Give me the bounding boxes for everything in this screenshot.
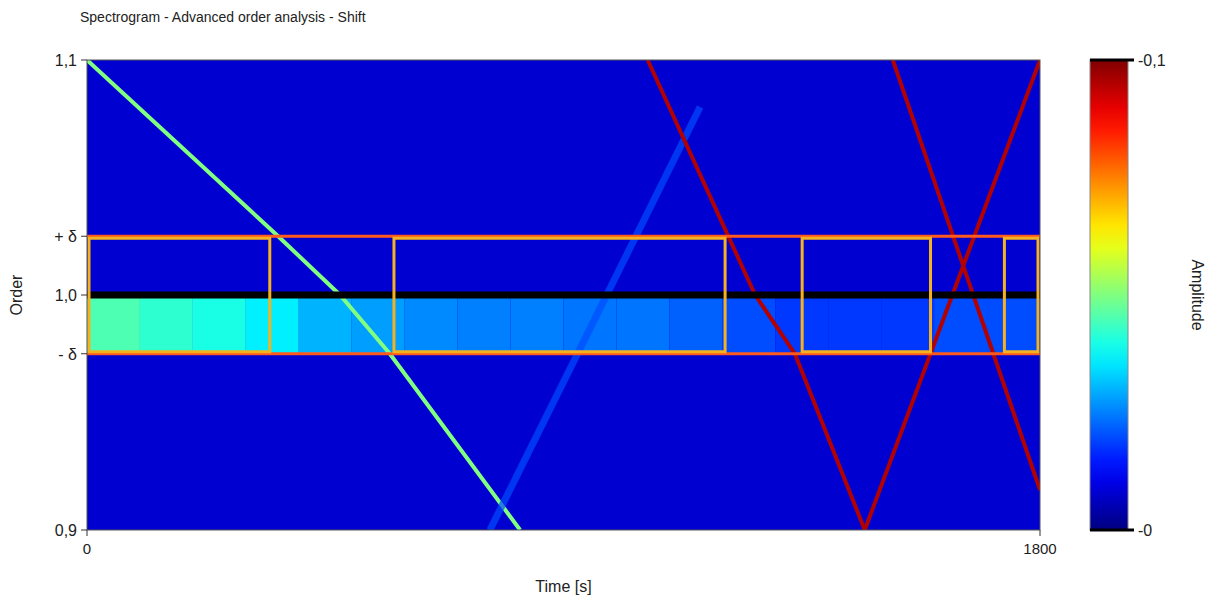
colorbar-tick-label: -0: [1138, 522, 1152, 539]
band-cell: [352, 295, 405, 354]
band-cell: [246, 295, 299, 354]
colorbar-tick-label: -0,1: [1138, 52, 1166, 69]
y-tick: [81, 530, 87, 531]
y-tick: [81, 295, 87, 296]
colorbar-tick: [1090, 529, 1134, 532]
analysis-window: [1004, 238, 1038, 352]
y-tick: [81, 236, 87, 237]
band-cell: [140, 295, 193, 354]
background: [87, 60, 1040, 530]
analysis-window: [394, 238, 725, 352]
y-axis-title: Order: [8, 274, 25, 316]
band-cell: [458, 295, 511, 354]
y-tick-label: 1,0: [55, 287, 77, 304]
band-cell: [669, 295, 722, 354]
band-cell: [616, 295, 669, 354]
reference-line: [87, 292, 1040, 299]
y-tick: [81, 353, 87, 354]
title: Spectrogram - Advanced order analysis - …: [80, 9, 366, 25]
band-cell: [511, 295, 564, 354]
y-tick-label: + δ: [54, 228, 77, 245]
x-tick: [87, 530, 88, 536]
order-track: [490, 107, 700, 530]
analysis-window: [89, 238, 270, 352]
x-tick-label: 0: [83, 540, 91, 557]
colorbar-tick: [1090, 59, 1134, 62]
band-cell: [87, 295, 140, 354]
analysis-window: [802, 238, 930, 352]
order-track: [893, 60, 1040, 490]
plot-frame: [87, 60, 1040, 530]
order-track-amplitude: [893, 60, 1040, 490]
band-cell: [987, 295, 1040, 354]
x-axis-title: Time [s]: [535, 578, 591, 595]
band-cell: [828, 295, 881, 354]
band-cell: [722, 295, 775, 354]
band-cell: [299, 295, 352, 354]
plot-area: [87, 60, 1040, 530]
band-cell: [405, 295, 458, 354]
y-tick-label: 0,9: [55, 522, 77, 539]
band-cell: [881, 295, 934, 354]
chart: Spectrogram - Advanced order analysis - …: [0, 0, 1220, 604]
y-tick-label: - δ: [58, 346, 77, 363]
x-tick: [1040, 530, 1041, 536]
colorbar-title: Amplitude: [1189, 259, 1206, 330]
x-tick-label: 1800: [1023, 540, 1056, 557]
colorbar: [1090, 60, 1128, 530]
band-cell: [193, 295, 246, 354]
order-track-amplitude: [490, 107, 700, 530]
y-tick-label: 1,1: [55, 52, 77, 69]
y-tick: [81, 60, 87, 61]
